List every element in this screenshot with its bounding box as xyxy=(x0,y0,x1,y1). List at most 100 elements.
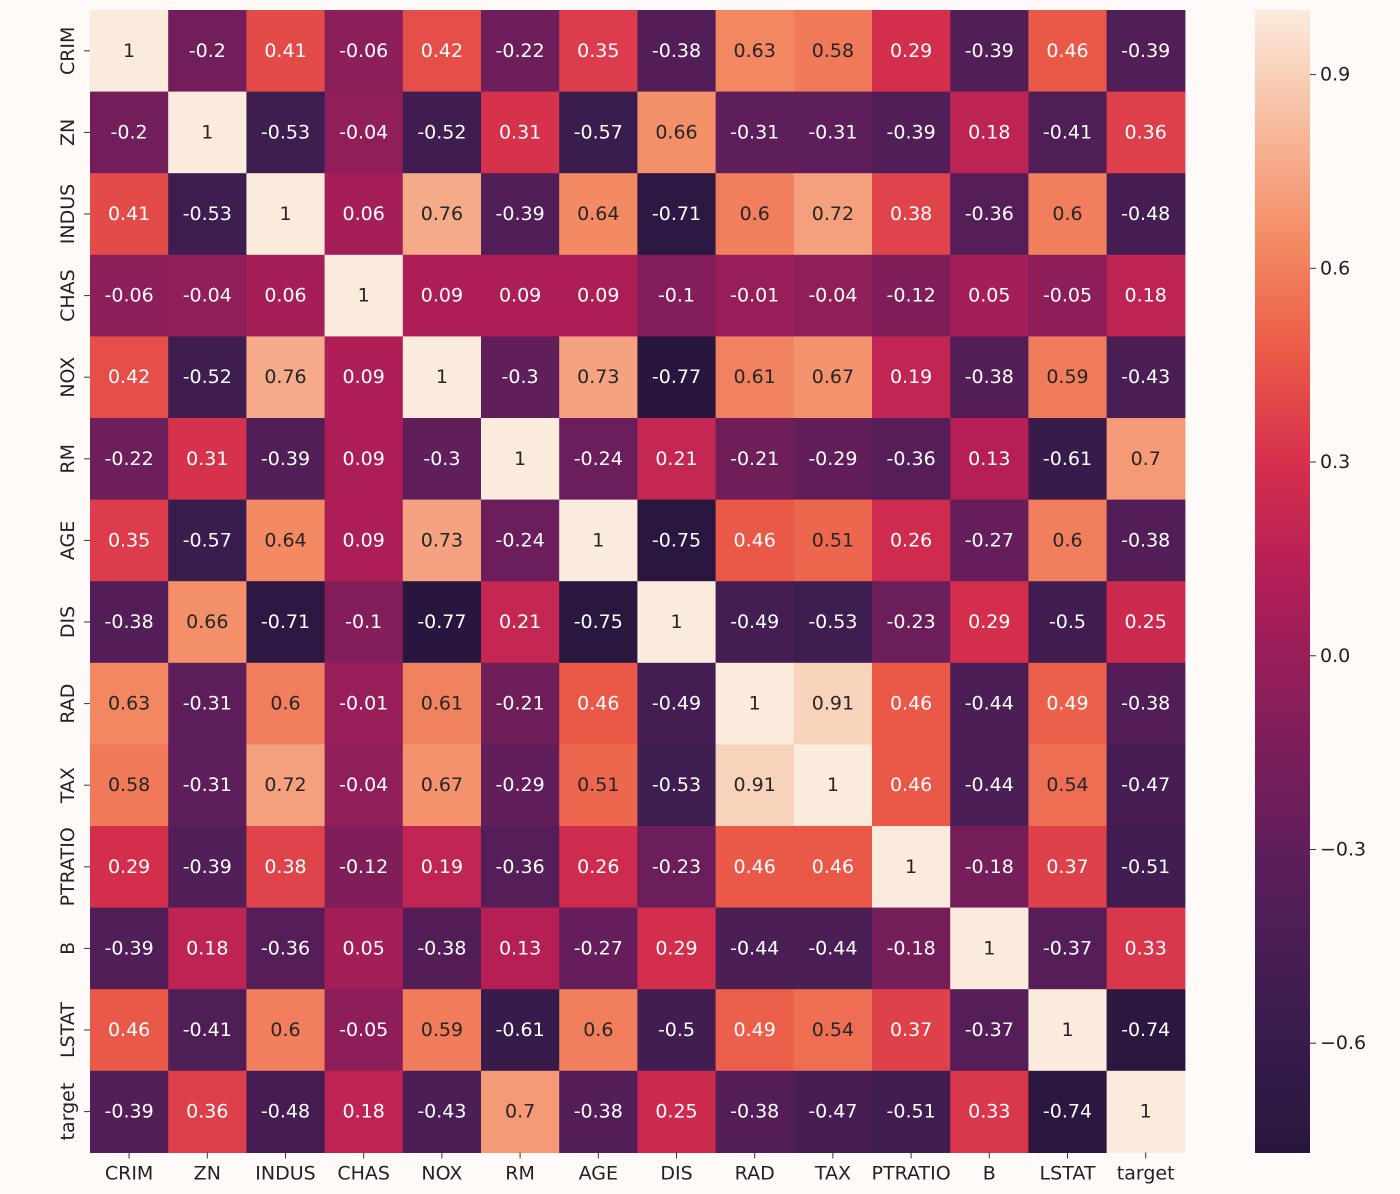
cell-value-label: 0.6 xyxy=(270,693,300,715)
cell-value-label: 0.91 xyxy=(812,693,854,715)
cell-value-label: 0.42 xyxy=(108,366,150,388)
cell-value-label: -0.75 xyxy=(652,529,701,551)
heatmap-cell xyxy=(715,744,795,827)
cell-value-label: -0.27 xyxy=(574,937,623,959)
heatmap-cell xyxy=(402,826,482,909)
heatmap-cell xyxy=(1028,91,1108,174)
heatmap-cell xyxy=(872,744,951,827)
heatmap-cell xyxy=(559,989,638,1072)
cell-value-label: -0.77 xyxy=(417,611,466,633)
cell-value-label: 0.09 xyxy=(343,529,385,551)
heatmap-cell xyxy=(637,1070,717,1153)
cell-value-label: 0.05 xyxy=(968,285,1010,307)
heatmap-cell xyxy=(168,499,247,582)
cell-value-label: -0.48 xyxy=(261,1101,310,1123)
heatmap-cell xyxy=(559,91,638,174)
cell-value-label: -0.27 xyxy=(965,529,1014,551)
heatmap-cell xyxy=(559,826,638,909)
cell-value-label: 0.51 xyxy=(812,529,854,551)
heatmap-cell xyxy=(872,418,951,501)
y-tick-label: NOX xyxy=(57,357,79,398)
cell-value-label: -0.53 xyxy=(808,611,857,633)
heatmap-cell xyxy=(246,826,326,909)
heatmap-cell xyxy=(90,907,169,990)
y-tick-label: RM xyxy=(57,444,79,474)
y-tick-label: TAX xyxy=(57,767,79,804)
heatmap-cell xyxy=(559,581,638,664)
heatmap-cell xyxy=(168,173,247,256)
cell-value-label: 0.09 xyxy=(343,448,385,470)
heatmap-cell xyxy=(402,10,482,93)
heatmap-cell xyxy=(324,662,404,745)
cell-value-label: 0.09 xyxy=(421,285,463,307)
heatmap-cell xyxy=(1028,826,1108,909)
cell-value-label: -0.36 xyxy=(261,937,310,959)
heatmap-cell xyxy=(324,907,404,990)
cell-value-label: -0.39 xyxy=(105,1101,154,1123)
cell-value-label: -0.39 xyxy=(261,448,310,470)
x-tick-label: ZN xyxy=(194,1162,221,1184)
cell-value-label: 0.49 xyxy=(1046,693,1088,715)
colorbar-tick-label: −0.3 xyxy=(1320,838,1366,860)
cell-value-label: -0.71 xyxy=(652,203,701,225)
heatmap-cell xyxy=(793,91,873,174)
cell-value-label: 0.25 xyxy=(655,1101,697,1123)
cell-value-label: -0.29 xyxy=(808,448,857,470)
cell-value-label: 1 xyxy=(983,937,995,959)
y-tick-label: target xyxy=(57,1083,79,1141)
cell-value-label: -0.22 xyxy=(496,40,545,62)
heatmap-cell xyxy=(246,91,326,174)
heatmap-cell xyxy=(402,91,482,174)
cell-value-label: 0.6 xyxy=(270,1019,300,1041)
heatmap-cell xyxy=(90,418,169,501)
heatmap-cell xyxy=(481,336,560,419)
cell-value-label: 1 xyxy=(123,40,135,62)
heatmap-cell xyxy=(1106,10,1186,93)
heatmap-cell xyxy=(246,662,326,745)
y-tick-label: CHAS xyxy=(57,269,79,322)
cell-value-label: -0.39 xyxy=(105,937,154,959)
cell-value-label: -0.49 xyxy=(730,611,779,633)
colorbar: −0.6 −0.3 0.0 0.3 0.6 0.9 xyxy=(1255,10,1366,1153)
heatmap-cell xyxy=(1028,336,1108,419)
cell-value-label: -0.31 xyxy=(183,693,232,715)
cell-value-label: -0.5 xyxy=(658,1019,695,1041)
cell-value-label: 0.09 xyxy=(577,285,619,307)
x-tick-label: PTRATIO xyxy=(872,1162,951,1184)
cell-value-label: -0.61 xyxy=(496,1019,545,1041)
heatmap-cell xyxy=(481,1070,560,1153)
heatmap-cell xyxy=(793,989,873,1072)
x-tick-label: RAD xyxy=(735,1162,775,1184)
cell-value-label: -0.44 xyxy=(965,693,1014,715)
heatmap-cell xyxy=(324,499,404,582)
cell-value-label: -0.44 xyxy=(965,774,1014,796)
heatmap-cell xyxy=(324,826,404,909)
heatmap-cell xyxy=(1106,91,1186,174)
heatmap-cell xyxy=(90,91,169,174)
heatmap-cell xyxy=(481,662,560,745)
cell-value-label: 0.29 xyxy=(655,937,697,959)
heatmap-cell xyxy=(168,989,247,1072)
heatmap-cell xyxy=(481,826,560,909)
heatmap-cell xyxy=(715,336,795,419)
cell-value-label: -0.1 xyxy=(658,285,695,307)
cell-value-label: 0.19 xyxy=(421,856,463,878)
cell-value-label: 0.21 xyxy=(655,448,697,470)
cell-value-label: -0.23 xyxy=(887,611,936,633)
heatmap-cell xyxy=(246,1070,326,1153)
cell-value-label: -0.38 xyxy=(652,40,701,62)
cell-value-label: -0.47 xyxy=(1121,774,1170,796)
heatmap-cell xyxy=(793,418,873,501)
cell-value-label: 0.31 xyxy=(186,448,228,470)
cell-value-label: -0.37 xyxy=(1043,937,1092,959)
heatmap-cell xyxy=(402,744,482,827)
cell-value-label: -0.38 xyxy=(1121,529,1170,551)
y-tick-label: PTRATIO xyxy=(57,827,79,906)
cell-value-label: -0.2 xyxy=(189,40,226,62)
cell-value-label: 0.46 xyxy=(108,1019,150,1041)
cell-value-label: -0.21 xyxy=(496,693,545,715)
cell-value-label: 0.58 xyxy=(812,40,854,62)
heatmap-cell xyxy=(1106,1070,1186,1153)
heatmap-cell xyxy=(872,1070,951,1153)
heatmap-cell xyxy=(950,1070,1029,1153)
